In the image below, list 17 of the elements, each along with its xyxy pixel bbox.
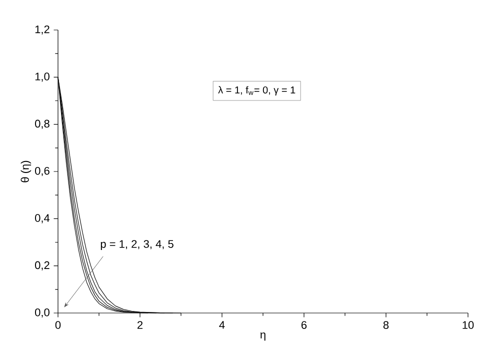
x-axis-title: η <box>260 332 266 341</box>
y-axis-title: θ (η) <box>20 160 32 182</box>
y-tick-label: 0,8 <box>35 120 50 129</box>
y-tick-label: 1,2 <box>35 25 50 35</box>
x-tick-label: 4 <box>219 321 225 329</box>
x-tick-label: 6 <box>302 321 307 329</box>
y-tick-label: 0,0 <box>35 308 50 318</box>
y-tick-label: 0,2 <box>35 261 50 270</box>
annotation: λ = 1, f$_{w}$= 0, γ = 1 <box>218 86 296 96</box>
y-tick-label: 0,6 <box>35 166 50 176</box>
x-tick-label: 8 <box>383 321 389 329</box>
x-tick-label: 10 <box>462 321 474 329</box>
y-tick-label: 1,0 <box>35 72 50 82</box>
annotation: p = 1, 2, 3, 4, 5 <box>100 240 174 250</box>
y-tick-label: 0,4 <box>35 214 50 224</box>
x-tick-label: 2 <box>137 321 143 329</box>
x-tick-label: 0 <box>55 321 61 329</box>
